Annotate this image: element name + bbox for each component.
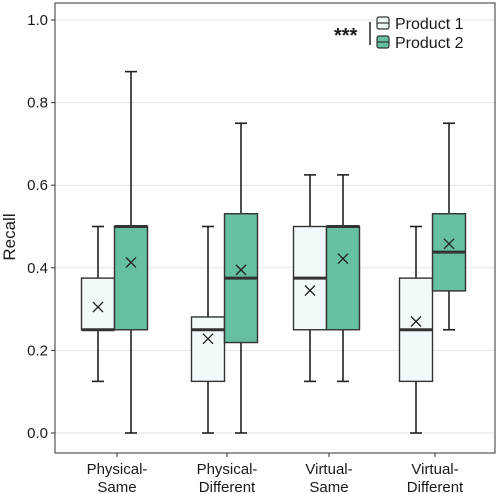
x-tick-label: Physical- — [87, 461, 148, 478]
boxes — [80, 70, 467, 434]
box-1-1 — [80, 225, 116, 383]
plot-panel-border — [54, 2, 496, 454]
mean-marker — [92, 301, 104, 313]
box-body — [113, 225, 149, 331]
box-2-4 — [431, 122, 467, 331]
mean-marker — [202, 333, 214, 345]
x-tick-label: Different — [199, 479, 256, 494]
y-axis-ticks: 0.0 0.2 0.4 0.6 0.8 1.0 — [27, 12, 55, 442]
legend-label: Product 2 — [395, 35, 464, 52]
mean-marker — [304, 285, 316, 296]
x-tick-label: Virtual- — [305, 461, 352, 478]
box-2-2 — [223, 122, 259, 434]
box-body — [190, 316, 226, 383]
x-tick-label: Physical- — [197, 461, 258, 478]
y-tick-label: 0.2 — [27, 342, 48, 359]
y-tick-label: 0.6 — [27, 177, 48, 194]
y-tick-label: 1.0 — [27, 12, 48, 29]
y-tick-label: 0.4 — [27, 260, 48, 277]
box-2-1 — [113, 70, 149, 434]
x-axis-ticks: Physical-SamePhysical-DifferentVirtual-S… — [87, 453, 464, 494]
mean-marker — [125, 256, 137, 268]
box-body — [325, 225, 361, 331]
box-2-3 — [325, 174, 361, 383]
y-tick-label: 0.8 — [27, 95, 48, 112]
mean-marker — [337, 253, 349, 265]
box-body — [80, 277, 116, 331]
x-tick-label: Same — [309, 479, 348, 494]
mean-marker — [443, 238, 455, 250]
x-tick-label: Virtual- — [411, 461, 458, 478]
mean-marker — [235, 264, 247, 276]
mean-marker — [410, 316, 422, 327]
legend-label: Product 1 — [395, 16, 464, 33]
y-tick-label: 0.0 — [27, 425, 48, 442]
significance-marker: *** — [334, 25, 358, 47]
x-tick-label: Same — [97, 479, 136, 494]
legend: *** Product 1 Product 2 — [334, 16, 464, 52]
box-1-4 — [398, 225, 434, 434]
y-axis-title: Recall — [0, 213, 19, 260]
x-tick-label: Different — [407, 479, 464, 494]
box-1-2 — [190, 225, 226, 434]
